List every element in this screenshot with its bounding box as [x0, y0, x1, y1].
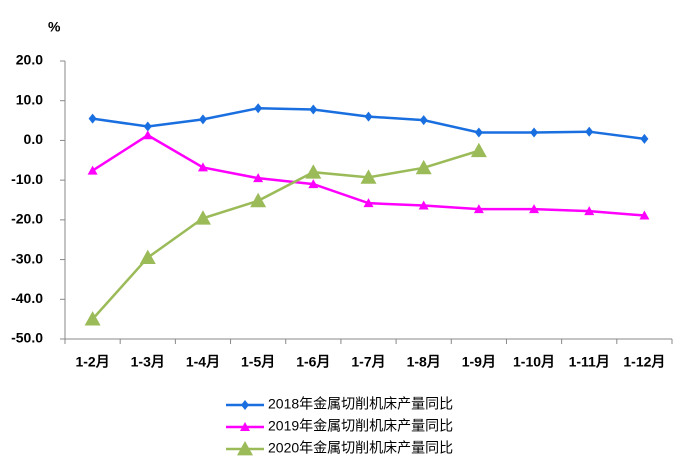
y-tick-label: -40.0 — [11, 290, 43, 306]
point — [308, 179, 319, 189]
x-tick-label: 1-2月 — [75, 354, 109, 370]
point — [250, 192, 267, 208]
point — [418, 200, 429, 210]
point — [530, 127, 539, 138]
x-tick-label: 1-5月 — [241, 354, 275, 370]
point — [309, 104, 318, 115]
legend-marker — [240, 422, 250, 431]
y-tick-label: 20.0 — [16, 52, 43, 68]
legend-label: 2020年金属切削机床产量同比 — [268, 440, 453, 456]
point — [585, 126, 594, 137]
point — [419, 115, 428, 126]
x-tick-label: 1-7月 — [351, 354, 385, 370]
point — [87, 165, 98, 175]
legend-label: 2019年金属切削机床产量同比 — [268, 418, 453, 434]
point — [194, 210, 211, 225]
point — [529, 204, 540, 214]
point — [197, 162, 208, 172]
y-tick-label: 10.0 — [16, 91, 43, 107]
y-tick-label: -20.0 — [11, 211, 43, 227]
point — [143, 121, 152, 132]
point — [139, 249, 156, 264]
point — [360, 169, 377, 184]
point — [470, 142, 487, 158]
point — [415, 159, 432, 175]
x-tick-label: 1-4月 — [186, 354, 220, 370]
y-tick-label: 0.0 — [24, 131, 44, 147]
point — [364, 111, 373, 122]
point — [584, 206, 595, 216]
x-tick-label: 1-8月 — [407, 354, 441, 370]
point — [142, 130, 153, 140]
y-tick-label: -50.0 — [11, 330, 43, 346]
legend-marker — [241, 400, 249, 410]
point — [305, 164, 322, 179]
x-tick-label: 1-3月 — [131, 354, 165, 370]
point — [363, 198, 374, 208]
x-tick-label: 1-10月 — [513, 354, 555, 370]
x-tick-label: 1-11月 — [569, 354, 610, 370]
x-tick-label: 1-12月 — [623, 354, 665, 370]
point — [198, 114, 207, 125]
point — [254, 103, 263, 114]
point — [640, 133, 649, 144]
point — [253, 173, 264, 183]
y-tick-label: -10.0 — [11, 171, 43, 187]
legend-marker — [237, 441, 253, 456]
point — [473, 204, 484, 214]
x-tick-label: 1-9月 — [462, 354, 496, 370]
x-tick-label: 1-6月 — [296, 354, 330, 370]
point — [639, 210, 650, 220]
y-tick-label: -30.0 — [11, 250, 43, 266]
point — [84, 311, 101, 326]
y-unit-label: % — [48, 19, 61, 35]
point — [88, 113, 97, 124]
series-line — [91, 149, 480, 320]
point — [474, 127, 483, 138]
legend-label: 2018年金属切削机床产量同比 — [268, 396, 453, 412]
